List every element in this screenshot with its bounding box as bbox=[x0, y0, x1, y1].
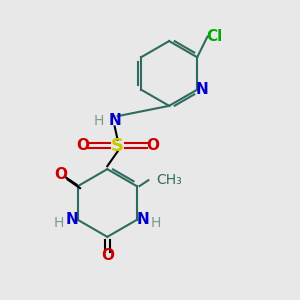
Text: H: H bbox=[93, 114, 104, 128]
Text: N: N bbox=[108, 113, 121, 128]
Text: S: S bbox=[111, 136, 124, 154]
Text: O: O bbox=[101, 248, 114, 263]
Text: O: O bbox=[146, 138, 159, 153]
Text: N: N bbox=[136, 212, 149, 227]
Text: O: O bbox=[54, 167, 67, 182]
Text: Cl: Cl bbox=[207, 29, 223, 44]
Text: O: O bbox=[76, 138, 89, 153]
Text: H: H bbox=[151, 216, 161, 230]
Text: N: N bbox=[66, 212, 79, 227]
Text: N: N bbox=[196, 82, 209, 97]
Text: H: H bbox=[54, 216, 64, 230]
Text: CH₃: CH₃ bbox=[156, 173, 182, 187]
